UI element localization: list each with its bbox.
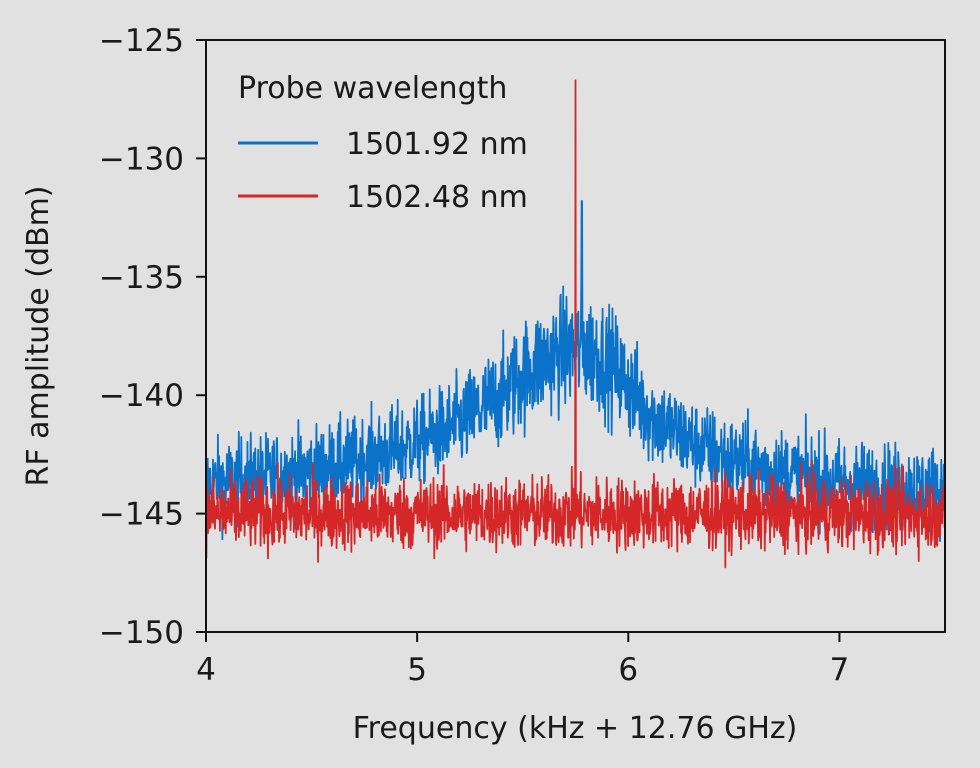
x-tick-label: 4: [196, 652, 216, 688]
y-tick-label: −130: [99, 141, 184, 177]
legend-label-1502: 1502.48 nm: [346, 180, 528, 215]
x-axis-title: Frequency (kHz + 12.76 GHz): [353, 711, 798, 746]
legend-title: Probe wavelength: [238, 71, 507, 106]
y-tick-label: −145: [99, 497, 184, 533]
x-tick-label: 5: [407, 652, 427, 688]
y-tick-label: −135: [99, 260, 184, 296]
x-tick-label: 7: [830, 652, 850, 688]
legend-label-1501: 1501.92 nm: [346, 127, 528, 162]
y-tick-label: −125: [99, 23, 184, 59]
plot-frame: [205, 39, 946, 633]
x-axis: 4 5 6 7: [196, 632, 849, 688]
x-tick-label: 6: [618, 652, 638, 688]
y-axis-title: RF amplitude (dBm): [21, 185, 56, 486]
series-line-1502-48nm: [206, 79, 945, 569]
legend: Probe wavelength 1501.92 nm 1502.48 nm: [238, 71, 528, 215]
series-layer: [206, 79, 945, 569]
y-tick-label: −140: [99, 378, 184, 414]
y-tick-label: −150: [99, 615, 184, 651]
y-axis: −125 −130 −135 −140 −145 −150: [99, 23, 206, 651]
